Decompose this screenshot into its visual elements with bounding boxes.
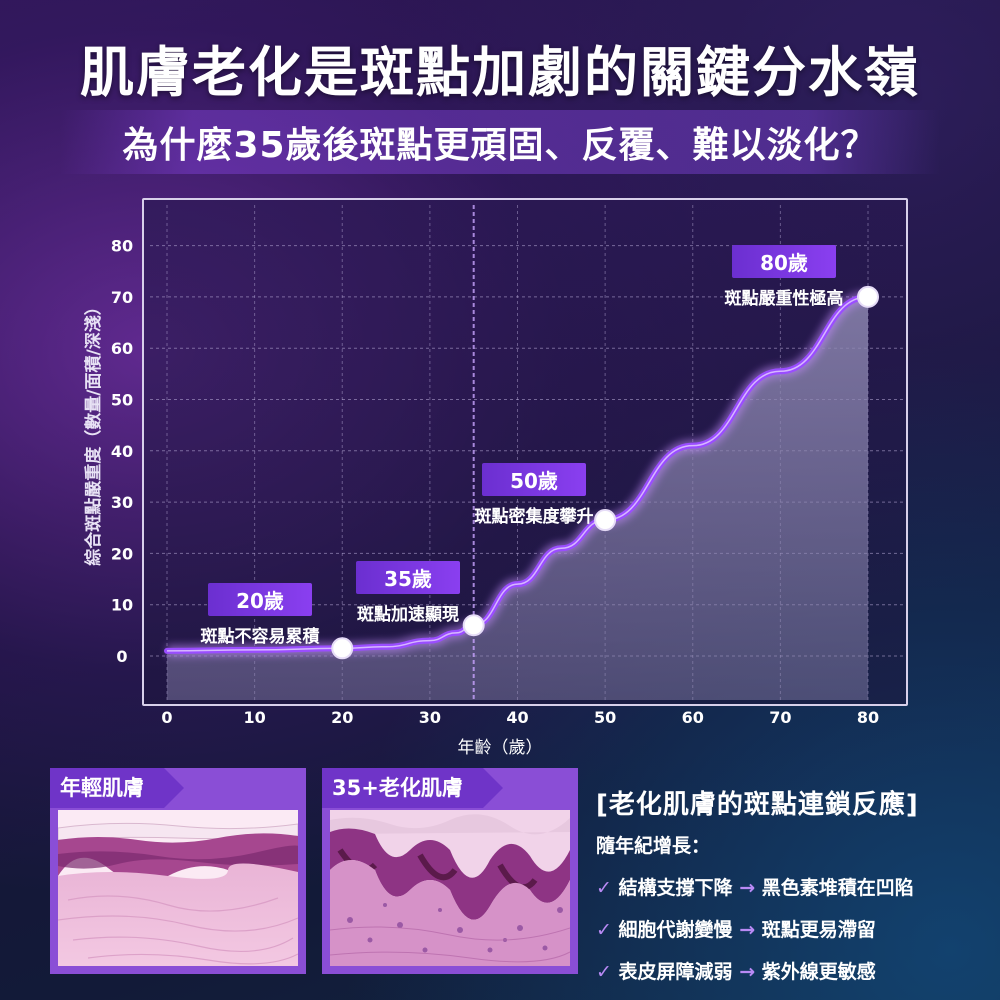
severity-chart: 0 10 20 30 40 50 60 70 80 0 10 20 30 40 50 60 70 80 — [111, 205, 905, 727]
annotation-text: 斑點加速顯現 — [357, 605, 459, 625]
annotation-age: 50歲 — [482, 463, 586, 496]
y-tick-label: 0 — [116, 647, 127, 666]
annotation-age-35: 35歲 斑點加速顯現 — [318, 561, 498, 625]
y-tick-label: 80 — [111, 237, 133, 256]
arrow-right-icon: → — [739, 961, 756, 983]
y-tick-label: 70 — [111, 288, 133, 307]
annotation-age-20: 20歲 斑點不容易累積 — [170, 583, 350, 647]
annotation-text: 斑點嚴重性極高 — [724, 289, 844, 309]
x-tick-label: 0 — [161, 708, 172, 727]
x-tick-label: 60 — [682, 708, 704, 727]
x-tick-label: 10 — [243, 708, 265, 727]
chain-reaction-title: [老化肌膚的斑點連鎖反應] — [596, 790, 919, 820]
area-fill — [167, 296, 868, 700]
annotation-age: 20歲 — [208, 583, 312, 616]
chain-reaction-item: ✓ 表皮屏障減弱 → 紫外線更敏感 — [596, 957, 986, 984]
y-tick-label: 40 — [111, 442, 133, 461]
check-icon: ✓ — [596, 961, 612, 983]
young-skin-tissue-image — [58, 810, 298, 966]
arrow-right-icon: → — [739, 877, 756, 899]
check-icon: ✓ — [596, 877, 612, 899]
young-skin-panel: 年輕肌膚 — [50, 768, 306, 974]
check-icon: ✓ — [596, 919, 612, 941]
data-point-50 — [594, 509, 617, 532]
data-point-80 — [857, 285, 879, 308]
y-tick-label: 20 — [111, 544, 133, 563]
annotation-text: 斑點密集度攀升 — [474, 507, 594, 527]
chain-reaction-section: [老化肌膚的斑點連鎖反應] 隨年紀增長： ✓ 結構支撐下降 → 黑色素堆積在凹陷… — [596, 784, 986, 984]
aged-skin-label: 35+老化肌膚 — [322, 768, 503, 808]
reaction-effect: 紫外線更敏感 — [761, 961, 876, 983]
data-point-35 — [462, 614, 485, 637]
annotation-age-50: 50歲 斑點密集度攀升 — [434, 463, 634, 527]
page-title: 肌膚老化是斑點加劇的關鍵分水嶺 — [80, 41, 920, 104]
annotation-age-80: 80歲 斑點嚴重性極高 — [694, 245, 874, 309]
annotation-age: 80歲 — [732, 245, 836, 278]
reaction-cause: 表皮屏障減弱 — [618, 961, 733, 983]
y-tick-label: 30 — [111, 493, 133, 512]
reaction-cause: 細胞代謝變慢 — [618, 919, 733, 941]
x-tick-label: 50 — [594, 708, 616, 727]
chain-reaction-intro: 隨年紀增長： — [596, 835, 711, 857]
y-axis-label: 綜合斑點嚴重度（數量/面積/深淺） — [84, 298, 104, 566]
x-tick-label: 70 — [769, 708, 791, 727]
aged-skin-panel: 35+老化肌膚 — [322, 768, 578, 974]
x-tick-label: 40 — [506, 708, 528, 727]
x-tick-label: 20 — [331, 708, 353, 727]
y-tick-label: 60 — [111, 339, 133, 358]
reaction-effect: 黑色素堆積在凹陷 — [761, 877, 914, 899]
chain-reaction-item: ✓ 結構支撐下降 → 黑色素堆積在凹陷 — [596, 873, 986, 900]
x-tick-label: 80 — [857, 708, 879, 727]
data-point-20 — [331, 637, 354, 660]
x-axis-label: 年齡（歲） — [457, 738, 543, 758]
arrow-right-icon: → — [739, 919, 756, 941]
page-subtitle: 為什麼35歲後斑點更頑固、反覆、難以淡化？ — [122, 125, 878, 166]
reaction-effect: 斑點更易滯留 — [761, 919, 876, 941]
aged-skin-tissue-image — [330, 810, 570, 966]
annotation-text: 斑點不容易累積 — [200, 627, 320, 647]
reaction-cause: 結構支撐下降 — [618, 877, 733, 899]
chain-reaction-item: ✓ 細胞代謝變慢 → 斑點更易滯留 — [596, 915, 986, 942]
young-skin-label: 年輕肌膚 — [50, 768, 184, 808]
y-tick-label: 10 — [111, 596, 133, 615]
x-tick-label: 30 — [419, 708, 441, 727]
annotation-age: 35歲 — [356, 561, 460, 594]
y-tick-label: 50 — [111, 391, 133, 410]
subtitle-band — [60, 110, 940, 174]
